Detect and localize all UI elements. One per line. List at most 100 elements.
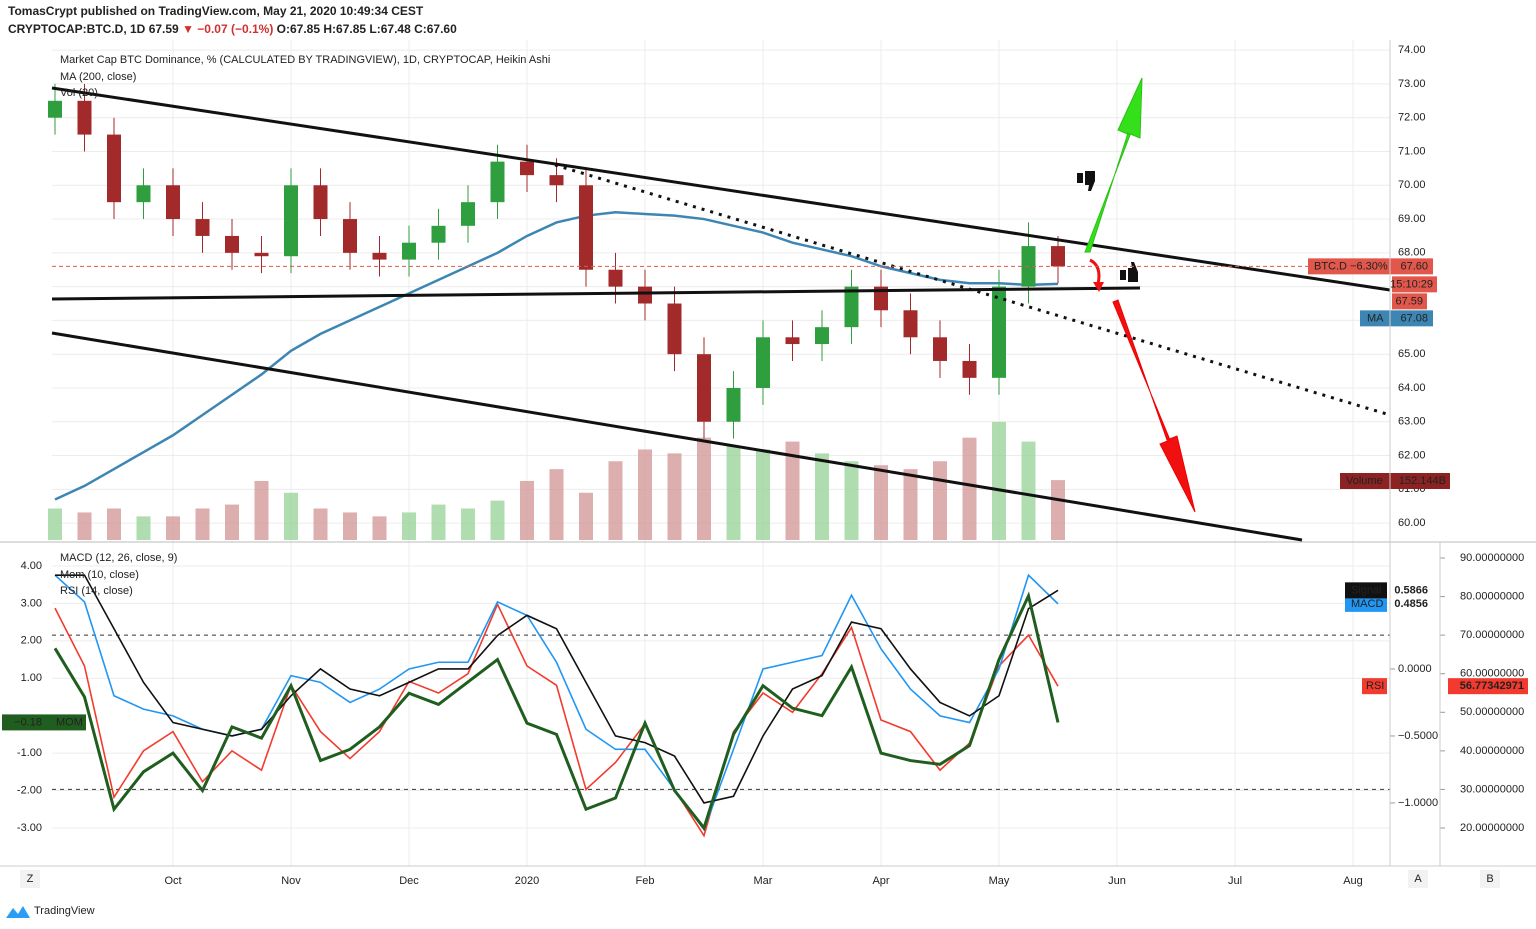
volume-bar bbox=[520, 480, 534, 540]
price-tag-name: BTC.D −6.30% bbox=[1314, 260, 1388, 272]
candle-body bbox=[490, 161, 505, 203]
volume-bar bbox=[992, 421, 1006, 540]
volume-bar bbox=[638, 449, 652, 540]
legend-entry: Vol (20) bbox=[60, 87, 98, 99]
volume-bar bbox=[343, 512, 357, 540]
volume-bar bbox=[549, 469, 564, 540]
button-bg bbox=[20, 870, 40, 888]
mom-tag-value: −0.18 bbox=[14, 716, 42, 728]
candle-body bbox=[667, 303, 682, 355]
candle-body bbox=[225, 235, 239, 253]
price-tag-value: 67.60 bbox=[1400, 260, 1428, 272]
x-tick-label: Apr bbox=[872, 875, 889, 887]
ma-tag-bg bbox=[1360, 310, 1433, 327]
down-arrow bbox=[1112, 299, 1196, 513]
footer bbox=[0, 895, 1536, 929]
trendline bbox=[51, 86, 1391, 292]
volume-bar bbox=[77, 512, 92, 540]
candle-body bbox=[136, 185, 151, 203]
series-tag-value: 56.77342971 bbox=[1460, 680, 1524, 692]
countdown: 15:10:29 bbox=[1390, 278, 1433, 290]
legend-entry: MA (200, close) bbox=[60, 71, 136, 83]
ohlc: O:67.85 H:67.85 L:67.48 C:67.60 bbox=[277, 22, 457, 36]
indicator-line bbox=[54, 602, 1059, 838]
volume-tag-bg bbox=[1340, 473, 1450, 489]
x-tick-label: Jun bbox=[1108, 875, 1126, 887]
x-tick-label: May bbox=[989, 875, 1010, 887]
y-tick-label: 64.00 bbox=[1398, 382, 1426, 394]
up-arrow bbox=[1084, 77, 1143, 253]
series-tag-bg bbox=[1345, 582, 1387, 599]
candle-body bbox=[107, 134, 121, 203]
overlay: BTC.D −6.30% 67.60 15:10:29 67.59 MA 67.08 Vol… bbox=[2, 258, 1528, 731]
candle-body bbox=[933, 337, 947, 361]
y-tick-label: -2.00 bbox=[17, 784, 42, 796]
volume-bar bbox=[461, 508, 475, 540]
button-label: B bbox=[1486, 873, 1493, 885]
axis-button[interactable]: B bbox=[1480, 870, 1500, 888]
volume-bar bbox=[815, 453, 829, 540]
y-tick-label: 63.00 bbox=[1398, 416, 1426, 428]
volume-bar bbox=[107, 508, 121, 540]
series-tag-name: Signal bbox=[1351, 584, 1382, 596]
candle-body bbox=[962, 360, 977, 378]
last: 67.59 bbox=[149, 22, 179, 36]
y-tick-label: 70.00 bbox=[1398, 179, 1426, 191]
volume-bar bbox=[490, 500, 505, 540]
series-tag-bg bbox=[1345, 595, 1387, 612]
candle-body bbox=[697, 354, 711, 422]
candle-body bbox=[166, 185, 180, 220]
y-tick-label: 68.00 bbox=[1398, 247, 1426, 259]
y-tick-label: 65.00 bbox=[1398, 348, 1426, 360]
volume-bar bbox=[844, 461, 859, 540]
volume-bar bbox=[697, 437, 711, 540]
thumbs-down bbox=[1077, 171, 1095, 191]
candle-body bbox=[549, 175, 564, 186]
logo bbox=[6, 906, 30, 918]
bid-tag-bg bbox=[1392, 293, 1427, 310]
axis-button[interactable]: A bbox=[1408, 870, 1428, 888]
y-tick-label: -3.00 bbox=[17, 822, 42, 834]
y-tick-label: -1.00 bbox=[17, 747, 42, 759]
mom-tag-bg bbox=[2, 714, 86, 731]
candle-body bbox=[1051, 246, 1065, 267]
candle-body bbox=[431, 225, 446, 243]
candle-body bbox=[402, 242, 416, 260]
series-tag-name: MACD bbox=[1351, 598, 1383, 610]
series-tag-bg bbox=[1362, 678, 1387, 695]
series-tag-value: 0.5866 bbox=[1394, 584, 1428, 596]
price-tag-bg bbox=[1308, 258, 1433, 275]
x-tick-label: Mar bbox=[754, 875, 773, 887]
change: ▼ −0.07 (−0.1%) bbox=[182, 22, 273, 36]
drawings bbox=[51, 77, 1391, 542]
y2-tick-label: 40.00000000 bbox=[1460, 745, 1524, 757]
series-tag-value: 0.4856 bbox=[1394, 598, 1428, 610]
candle-body bbox=[343, 219, 357, 253]
y-tick-label: 3.00 bbox=[21, 597, 42, 609]
symbol-name: CRYPTOCAP:BTC.D, 1D bbox=[8, 22, 146, 36]
bid-tag: 67.59 bbox=[1395, 295, 1423, 307]
candle-body bbox=[520, 161, 534, 176]
axis-button[interactable]: Z bbox=[20, 870, 40, 888]
volume-bar bbox=[136, 516, 151, 540]
y-tick-label: 74.00 bbox=[1398, 44, 1426, 56]
x-tick-label: Feb bbox=[636, 875, 655, 887]
candle-body bbox=[313, 185, 328, 220]
y2-tick-label: 70.00000000 bbox=[1460, 629, 1524, 641]
chart-title: Market Cap BTC Dominance, % (CALCULATED … bbox=[60, 54, 550, 66]
y2-tick-label: 80.00000000 bbox=[1460, 590, 1524, 602]
candle-body bbox=[48, 100, 62, 118]
series-tag-name: RSI bbox=[1366, 680, 1384, 692]
candle-body bbox=[874, 286, 888, 311]
y3-tick-label: −0.5000 bbox=[1398, 730, 1438, 742]
y-tick-label: 73.00 bbox=[1398, 78, 1426, 90]
symbol: CRYPTOCAP:BTC.D, 1D 67.59 ▼ −0.07 (−0.1%… bbox=[8, 22, 457, 36]
legend-entry: MACD (12, 26, close, 9) bbox=[60, 552, 177, 564]
y2-tick-label: 60.00000000 bbox=[1460, 668, 1524, 680]
y2-tick-label: 30.00000000 bbox=[1460, 783, 1524, 795]
y-tick-label: 72.00 bbox=[1398, 112, 1426, 124]
small-arrow bbox=[1089, 258, 1101, 285]
candle-body bbox=[461, 202, 475, 226]
volume-bar bbox=[962, 437, 977, 540]
candle-body bbox=[254, 252, 269, 257]
